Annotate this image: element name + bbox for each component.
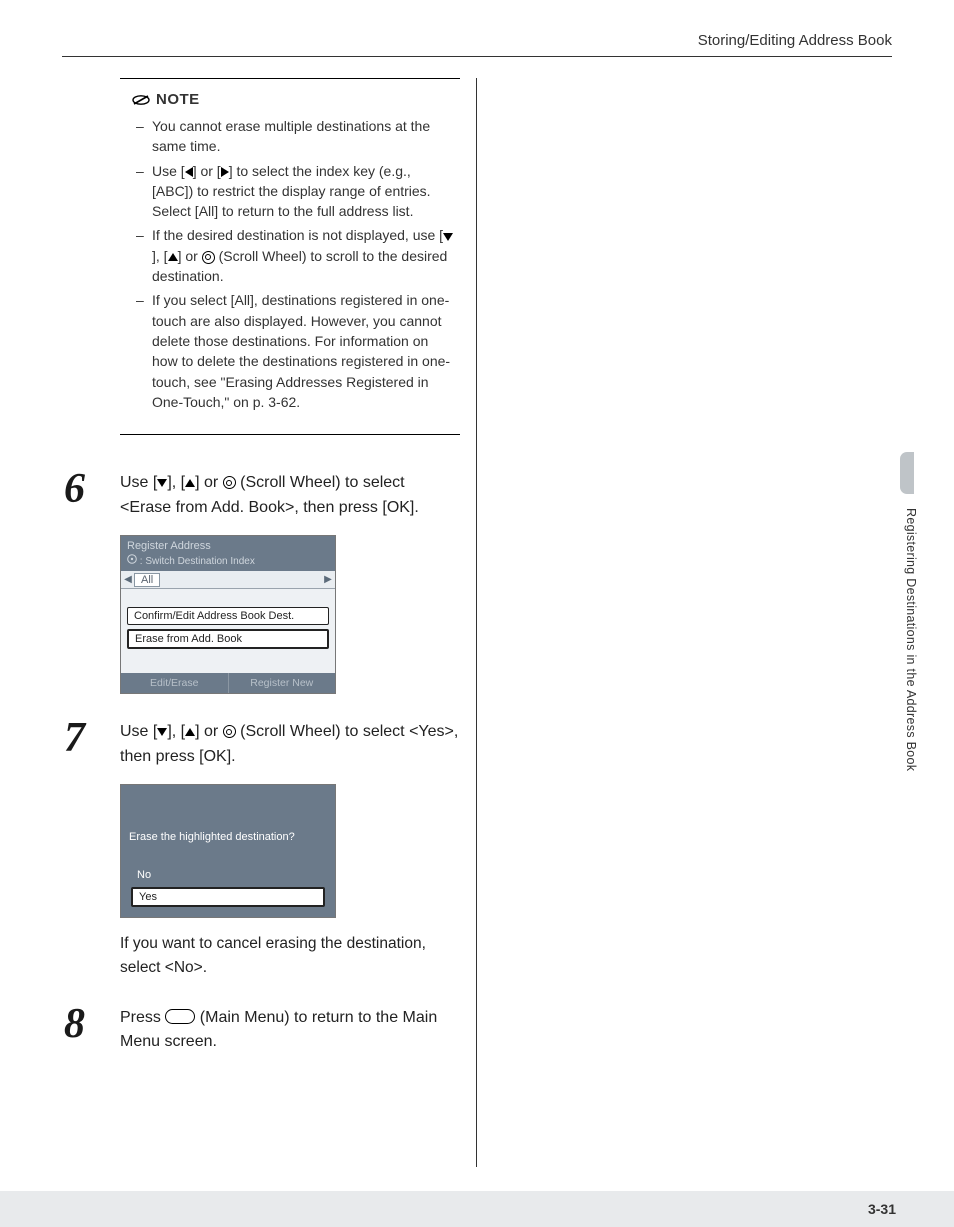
step-8: 8 Press (Main Menu) to return to the Mai… <box>120 1006 460 1056</box>
s7-m1: ], [ <box>167 723 185 740</box>
left-column: NOTE You cannot erase multiple destinati… <box>120 78 460 1081</box>
note-heading: NOTE <box>120 91 460 108</box>
step-8-number: 8 <box>64 1000 85 1048</box>
note3-pre: If the desired destination is not displa… <box>152 227 443 243</box>
side-tab: Registering Destinations in the Address … <box>892 478 914 898</box>
step-6: 6 Use [], [] or (Scroll Wheel) to select… <box>120 471 460 694</box>
side-tab-stub <box>900 452 914 494</box>
lcd1-foot-edit-erase[interactable]: Edit/Erase <box>121 673 229 693</box>
dpad-icon <box>127 554 137 564</box>
note-item-4: If you select [All], destinations regist… <box>132 290 454 412</box>
s6-m1: ], [ <box>167 474 185 491</box>
lcd1-sub-text: : Switch Destination Index <box>137 556 255 567</box>
lcd2-top <box>121 785 335 829</box>
scroll-wheel-icon <box>223 476 236 489</box>
lcd2-option-yes[interactable]: Yes <box>131 887 325 907</box>
lcd2-options: No Yes <box>121 853 335 917</box>
lcd1-body: Confirm/Edit Address Book Dest. Erase fr… <box>121 589 335 673</box>
lcd1-title: Register Address <box>127 540 329 554</box>
lcd1-subtitle: : Switch Destination Index <box>127 554 329 569</box>
side-tab-text: Registering Destinations in the Address … <box>900 508 918 888</box>
step-8-text: Press (Main Menu) to return to the Main … <box>120 1006 460 1056</box>
step-7-aux: If you want to cancel erasing the destin… <box>120 932 460 980</box>
s6-pre: Use [ <box>120 474 157 491</box>
note-icon <box>132 93 150 107</box>
step-7-text: Use [], [] or (Scroll Wheel) to select <… <box>120 720 460 770</box>
lcd1-header: Register Address : Switch Destination In… <box>121 536 335 571</box>
down-arrow-icon <box>157 728 167 736</box>
down-arrow-icon <box>157 479 167 487</box>
breadcrumb: Storing/Editing Address Book <box>698 32 892 49</box>
s6-m2: ] or <box>195 474 223 491</box>
scroll-wheel-icon <box>223 725 236 738</box>
note-item-1: You cannot erase multiple destinations a… <box>132 116 454 157</box>
main-menu-button-icon <box>165 1009 195 1024</box>
step-7-number: 7 <box>64 714 85 762</box>
lcd-erase-confirm: Erase the highlighted destination? No Ye… <box>120 784 336 918</box>
s8-pre: Press <box>120 1009 165 1026</box>
header-rule <box>62 56 892 57</box>
up-arrow-icon <box>185 728 195 736</box>
lcd-register-address: Register Address : Switch Destination In… <box>120 535 336 694</box>
s7-pre: Use [ <box>120 723 157 740</box>
lcd1-left-arrow-icon[interactable]: ◀ <box>121 574 135 585</box>
scroll-wheel-icon <box>202 251 215 264</box>
lcd1-item-erase[interactable]: Erase from Add. Book <box>127 629 329 649</box>
note-list: You cannot erase multiple destinations a… <box>120 116 460 412</box>
lcd1-tab-all[interactable]: All <box>134 573 160 587</box>
down-arrow-icon <box>443 233 453 241</box>
up-arrow-icon <box>168 253 178 261</box>
lcd1-item-confirm-edit[interactable]: Confirm/Edit Address Book Dest. <box>127 607 329 625</box>
note-item-4-text: If you select [All], destinations regist… <box>152 292 450 409</box>
step-7: 7 Use [], [] or (Scroll Wheel) to select… <box>120 720 460 980</box>
note-item-2: Use [] or [] to select the index key (e.… <box>132 161 454 222</box>
note2-mid: ] or [ <box>193 163 221 179</box>
page: Storing/Editing Address Book NOTE You ca… <box>0 0 954 1227</box>
lcd1-footer: Edit/Erase Register New <box>121 673 335 693</box>
step-6-number: 6 <box>64 465 85 513</box>
note-item-1-text: You cannot erase multiple destinations a… <box>152 118 430 154</box>
lcd1-foot-register-new[interactable]: Register New <box>229 673 336 693</box>
note2-pre: Use [ <box>152 163 185 179</box>
step-6-text: Use [], [] or (Scroll Wheel) to select <… <box>120 471 460 521</box>
lcd2-option-no[interactable]: No <box>131 867 325 883</box>
note3-m1: ], [ <box>152 248 168 264</box>
note-label: NOTE <box>156 91 200 108</box>
page-number: 3-31 <box>868 1201 896 1217</box>
left-arrow-icon <box>185 167 193 177</box>
lcd1-right-arrow-icon[interactable]: ▶ <box>321 574 335 585</box>
footer-band: 3-31 <box>0 1191 954 1227</box>
note3-m2: ] or <box>178 248 202 264</box>
right-arrow-icon <box>221 167 229 177</box>
s7-m2: ] or <box>195 723 223 740</box>
note-box: NOTE You cannot erase multiple destinati… <box>120 78 460 435</box>
column-divider <box>476 78 477 1167</box>
up-arrow-icon <box>185 479 195 487</box>
lcd2-question: Erase the highlighted destination? <box>121 829 335 853</box>
lcd1-tabs: ◀ All ▶ <box>121 571 335 589</box>
note-item-3: If the desired destination is not displa… <box>132 225 454 286</box>
